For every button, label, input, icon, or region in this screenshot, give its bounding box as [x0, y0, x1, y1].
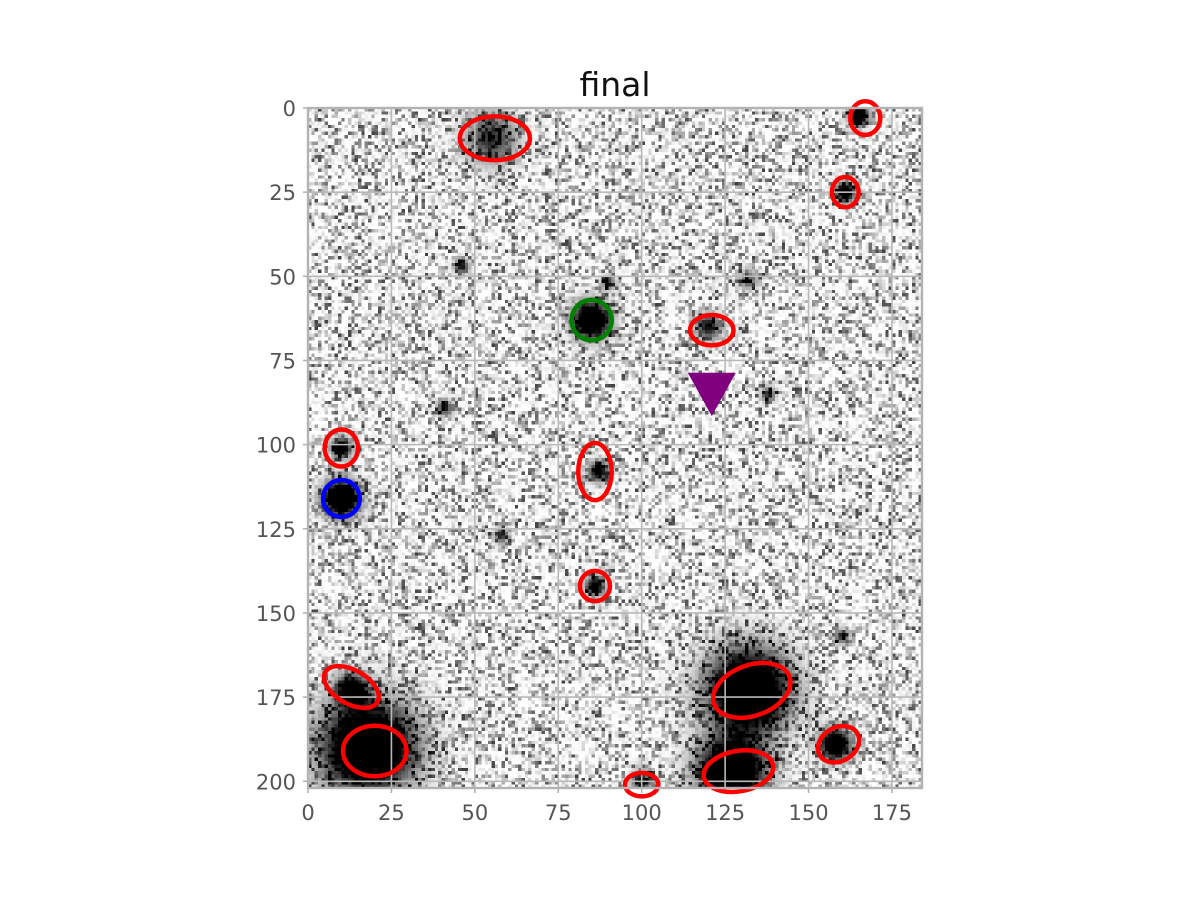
source-ellipse	[701, 748, 776, 795]
axes-frame	[306, 106, 924, 790]
source-ellipse	[321, 663, 381, 711]
source-ellipse	[622, 770, 661, 799]
y-tick-label: 125	[256, 518, 296, 542]
x-tick-label: 25	[378, 801, 405, 825]
x-tick-label: 50	[461, 801, 488, 825]
chart-title: final	[579, 65, 650, 104]
x-tick-label: 100	[622, 801, 662, 825]
source-ellipse	[340, 723, 409, 779]
x-tick-label: 175	[872, 801, 912, 825]
y-tick-label: 25	[269, 181, 296, 205]
y-tick-label: 150	[256, 602, 296, 626]
y-tick-label: 0	[283, 97, 296, 121]
x-tick-label: 0	[301, 801, 314, 825]
y-tick-label: 200	[256, 770, 296, 794]
source-ellipse	[848, 99, 883, 138]
source-ellipse	[322, 427, 361, 469]
y-tick-label: 100	[256, 434, 296, 458]
x-tick-label: 75	[545, 801, 572, 825]
x-tick-label: 125	[705, 801, 745, 825]
y-tick-label: 175	[256, 686, 296, 710]
y-tick-label: 75	[269, 349, 296, 373]
ticks-layer: 0 25 50 75 100 125 150 175 0 25 50 75 100 125 150 175 20…	[256, 97, 912, 825]
source-ellipse	[710, 660, 793, 721]
marker-triangle	[687, 372, 736, 416]
y-tick-label: 50	[269, 265, 296, 289]
target-ellipse	[320, 477, 362, 520]
pixel-image	[308, 108, 922, 788]
source-ellipse	[576, 440, 614, 503]
source-ellipse	[829, 174, 861, 210]
grid-layer	[307, 107, 922, 788]
source-ellipse	[815, 723, 862, 765]
x-tick-label: 150	[788, 801, 828, 825]
reference-ellipse	[569, 297, 614, 343]
source-ellipse	[457, 114, 533, 163]
overlay-layer	[320, 99, 883, 799]
source-ellipse	[687, 312, 736, 348]
source-ellipse	[577, 568, 613, 604]
image-layer	[308, 108, 922, 788]
